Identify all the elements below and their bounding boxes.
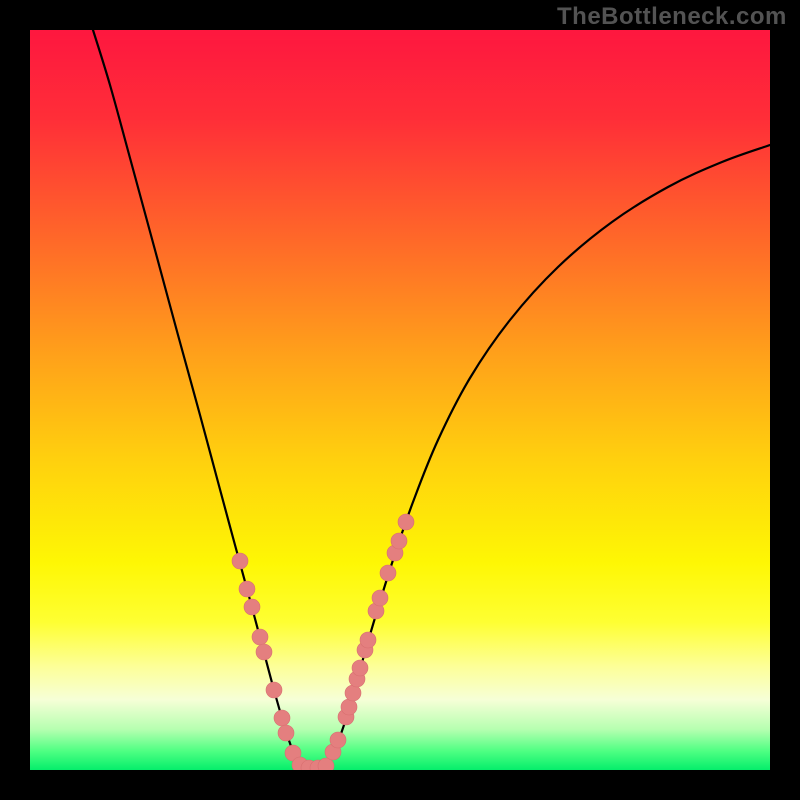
chart-frame — [0, 0, 800, 800]
watermark-text: TheBottleneck.com — [557, 3, 787, 31]
